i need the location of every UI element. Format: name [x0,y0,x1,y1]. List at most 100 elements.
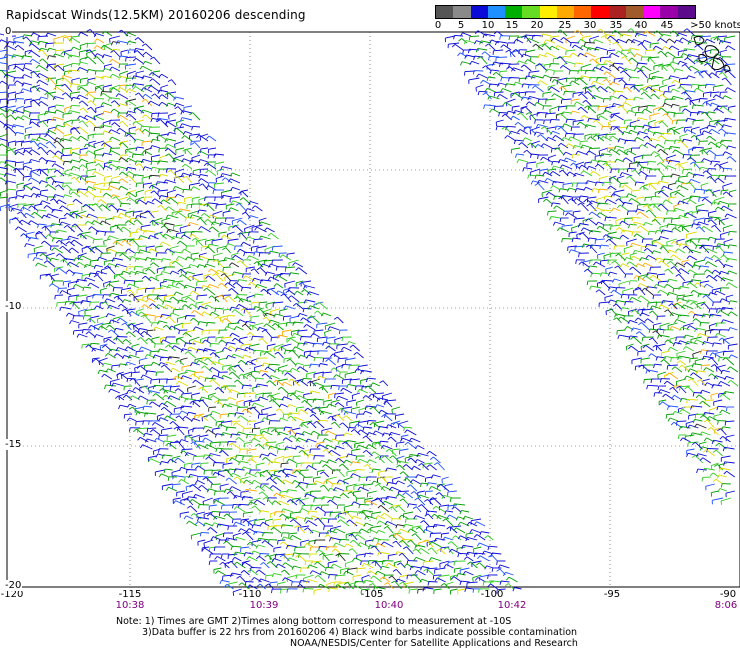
wind-barb-tick [296,366,301,370]
wind-barb-tick [135,192,138,197]
wind-barb-tick [238,460,241,465]
wind-barb-tick [298,282,303,285]
wind-barb [215,307,224,310]
wind-barb [267,287,276,291]
wind-barb [142,140,153,143]
wind-barb-tick [318,533,321,538]
wind-barb-tick [89,302,91,307]
wind-barb-tick [484,535,489,539]
wind-barb-tick [338,385,340,391]
wind-barb [30,168,41,172]
wind-barb [71,320,80,324]
wind-barb-tick [354,534,358,538]
wind-barb [182,375,192,380]
wind-barb [159,232,167,240]
wind-barb [273,273,283,276]
wind-barb-tick [241,354,245,359]
wind-barb-tick [388,506,393,510]
wind-barb [398,420,409,425]
wind-barb-tick [235,304,240,308]
wind-barb [120,49,129,53]
wind-barb [113,50,121,58]
wind-barb [97,315,108,320]
wind-barb [103,362,112,366]
wind-barb-tick [145,337,149,342]
wind-barb [208,135,217,142]
wind-barb-tick [223,257,226,262]
wind-barb [386,401,393,408]
wind-barb [173,235,183,240]
wind-barb-tick [210,484,212,489]
wind-barb-tick [101,30,106,35]
wind-barb [479,562,486,569]
wind-barb [365,552,374,555]
wind-barb-tick [141,150,145,155]
wind-barb-tick [324,332,326,337]
wind-barb-tick [50,223,53,228]
wind-barb [257,485,266,492]
wind-barb-tick [78,100,83,104]
wind-barb [195,379,205,387]
graticule [7,32,740,587]
wind-barb [258,217,267,221]
wind-barb [291,295,300,303]
wind-barb [253,437,261,443]
wind-barb [325,464,333,471]
wind-barb-tick [244,347,247,351]
wind-barb [135,189,145,193]
wind-barb-tick [3,123,6,128]
wind-barb [163,300,172,303]
wind-barb [205,377,216,380]
wind-barb [117,395,125,401]
wind-barb-tick [158,473,162,478]
wind-barb [23,34,33,37]
wind-barb-tick [163,468,166,474]
wind-barb [163,406,173,415]
wind-barb-tick [314,517,319,521]
wind-barb [30,177,41,184]
wind-barb [105,192,113,198]
wind-barb [288,532,298,535]
wind-barb-tick [136,365,141,369]
wind-barb-tick [268,461,271,466]
wind-barb [356,351,364,359]
wind-barb-tick [163,389,166,394]
wind-barb [195,326,204,331]
wind-barb [217,570,226,576]
wind-barb [467,551,478,555]
wind-barb [93,220,103,226]
wind-barb [63,63,73,68]
wind-barb [192,362,200,366]
wind-barb [270,232,279,240]
wind-barb-tick [182,148,187,152]
wind-barb [349,420,361,424]
wind-barb-tick [370,382,374,387]
wind-barb-tick [0,69,2,72]
wind-barb [157,181,169,184]
wind-barb [309,564,318,569]
wind-barb-tick [221,347,226,352]
wind-barb-tick [114,263,118,268]
wind-barb-tick [213,500,217,504]
wind-barb-tick [11,217,16,221]
wind-barb [295,303,304,310]
wind-barb [240,232,247,240]
wind-barb-tick [6,109,10,113]
wind-barb-tick [166,229,169,234]
wind-barb [305,285,316,289]
wind-barb-tick [99,189,102,194]
wind-barb-tick [212,462,215,467]
wind-barb [47,184,57,191]
wind-barb-tick [131,75,135,80]
wind-barb-tick [481,550,485,555]
wind-barb [158,134,169,142]
wind-barb-tick [296,437,299,442]
wind-barb-tick [322,464,326,468]
wind-barb-tick [371,468,374,473]
wind-barb-tick [338,330,341,335]
wind-barb [136,146,145,149]
wind-barb [453,576,462,583]
wind-barb [231,457,241,464]
wind-barb [155,469,165,473]
wind-barb [342,378,352,381]
